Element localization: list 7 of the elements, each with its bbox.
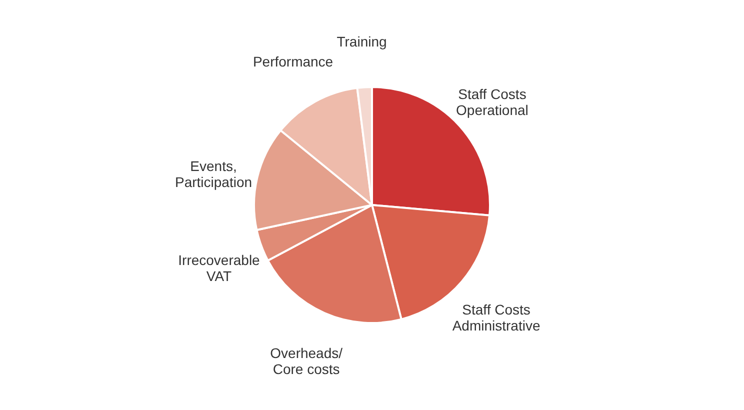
slice-label: Training	[336, 33, 387, 50]
slice-label: Staff Costs Administrative	[452, 301, 540, 334]
slice-label: Overheads/ Core costs	[270, 345, 343, 378]
slice-label: Irrecoverable VAT	[178, 252, 260, 284]
slice-label: Staff Costs Operational	[456, 86, 528, 118]
slice-label: Events, Participation	[174, 158, 252, 190]
slice-label: Performance	[252, 53, 334, 70]
